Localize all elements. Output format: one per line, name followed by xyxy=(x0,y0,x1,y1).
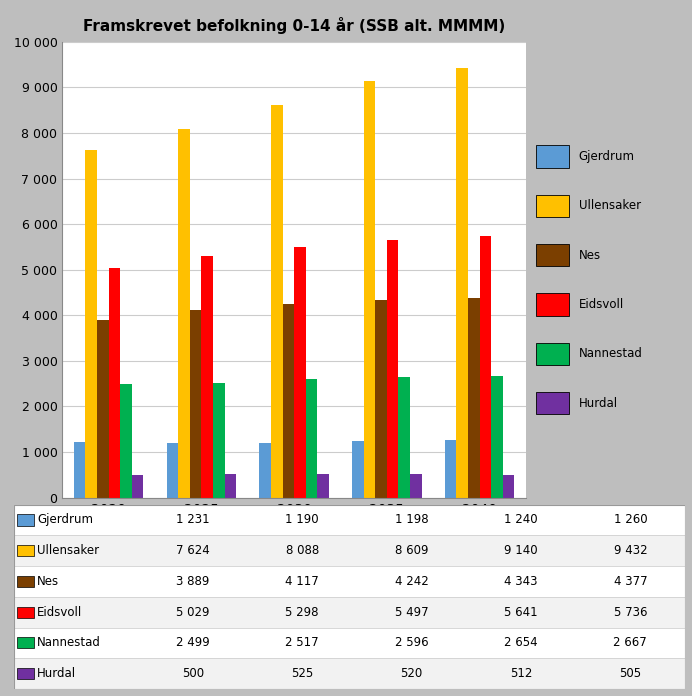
Bar xyxy=(109,269,120,498)
Bar xyxy=(317,474,329,498)
Bar xyxy=(17,576,34,587)
Text: 1 240: 1 240 xyxy=(504,514,538,526)
Text: Hurdal: Hurdal xyxy=(579,397,618,410)
Text: 8 088: 8 088 xyxy=(286,544,319,557)
Bar xyxy=(364,81,375,498)
Bar xyxy=(536,244,570,267)
Bar xyxy=(399,377,410,498)
Text: 5 641: 5 641 xyxy=(504,606,538,619)
Text: 5 298: 5 298 xyxy=(285,606,319,619)
Text: Gjerdrum: Gjerdrum xyxy=(37,514,93,526)
Text: 1 260: 1 260 xyxy=(614,514,647,526)
Text: 7 624: 7 624 xyxy=(176,544,210,557)
Text: 1 190: 1 190 xyxy=(285,514,319,526)
Text: 505: 505 xyxy=(619,667,641,680)
Bar xyxy=(14,535,685,566)
Bar xyxy=(224,474,236,498)
Bar xyxy=(213,383,224,498)
Bar xyxy=(457,68,468,498)
Bar xyxy=(282,304,294,498)
Bar xyxy=(536,145,570,168)
Bar xyxy=(14,505,685,535)
Bar xyxy=(306,379,317,498)
Bar xyxy=(14,566,685,596)
Text: 2 517: 2 517 xyxy=(285,636,319,649)
Bar xyxy=(17,638,34,649)
Text: Nes: Nes xyxy=(37,575,60,588)
Bar xyxy=(260,443,271,498)
Text: Nannestad: Nannestad xyxy=(579,347,642,361)
Text: 8 609: 8 609 xyxy=(395,544,428,557)
Bar xyxy=(14,658,685,689)
Bar xyxy=(14,628,685,658)
Text: Gjerdrum: Gjerdrum xyxy=(579,150,635,163)
Bar xyxy=(536,393,570,414)
Text: 9 140: 9 140 xyxy=(504,544,538,557)
Text: 2 667: 2 667 xyxy=(614,636,647,649)
Text: 2 499: 2 499 xyxy=(176,636,210,649)
Bar xyxy=(410,474,421,498)
Bar xyxy=(468,298,480,498)
Text: 500: 500 xyxy=(182,667,203,680)
Bar xyxy=(190,310,201,498)
Bar xyxy=(17,668,34,679)
Title: Framskrevet befolkning 0-14 år (SSB alt. MMMM): Framskrevet befolkning 0-14 år (SSB alt.… xyxy=(83,17,505,33)
Bar xyxy=(201,256,213,498)
Bar xyxy=(17,607,34,618)
Bar xyxy=(491,376,502,498)
Bar xyxy=(536,294,570,316)
Text: Eidsvoll: Eidsvoll xyxy=(37,606,82,619)
Text: 1 198: 1 198 xyxy=(394,514,428,526)
Text: 5 029: 5 029 xyxy=(176,606,210,619)
Text: 9 432: 9 432 xyxy=(614,544,647,557)
Bar xyxy=(352,441,364,498)
Text: Ullensaker: Ullensaker xyxy=(579,199,641,212)
Bar xyxy=(17,514,34,525)
Bar xyxy=(86,150,97,498)
Bar xyxy=(387,241,399,498)
Text: 4 343: 4 343 xyxy=(504,575,538,588)
Text: Ullensaker: Ullensaker xyxy=(37,544,100,557)
Text: 5 736: 5 736 xyxy=(614,606,647,619)
Bar xyxy=(375,300,387,498)
Bar xyxy=(14,597,685,628)
Text: 4 377: 4 377 xyxy=(614,575,647,588)
Text: 2 654: 2 654 xyxy=(504,636,538,649)
Text: 512: 512 xyxy=(510,667,532,680)
Bar xyxy=(480,236,491,498)
Bar xyxy=(445,440,457,498)
Bar xyxy=(502,475,514,498)
Text: 525: 525 xyxy=(291,667,313,680)
Text: 5 497: 5 497 xyxy=(394,606,428,619)
Text: Nes: Nes xyxy=(579,248,601,262)
Bar xyxy=(536,343,570,365)
Text: Nannestad: Nannestad xyxy=(37,636,101,649)
Bar xyxy=(97,320,109,498)
Text: Hurdal: Hurdal xyxy=(37,667,76,680)
Text: 4 242: 4 242 xyxy=(394,575,428,588)
Bar xyxy=(132,475,143,498)
Bar xyxy=(294,247,306,498)
Bar xyxy=(74,441,86,498)
Text: 1 231: 1 231 xyxy=(176,514,210,526)
Bar xyxy=(536,195,570,217)
Bar xyxy=(271,105,282,498)
Text: 4 117: 4 117 xyxy=(285,575,319,588)
Bar xyxy=(17,545,34,556)
Text: 2 596: 2 596 xyxy=(394,636,428,649)
Bar xyxy=(120,383,132,498)
Bar xyxy=(179,129,190,498)
Bar xyxy=(167,443,179,498)
Text: Eidsvoll: Eidsvoll xyxy=(579,298,623,311)
Text: 520: 520 xyxy=(401,667,423,680)
Text: 3 889: 3 889 xyxy=(176,575,210,588)
